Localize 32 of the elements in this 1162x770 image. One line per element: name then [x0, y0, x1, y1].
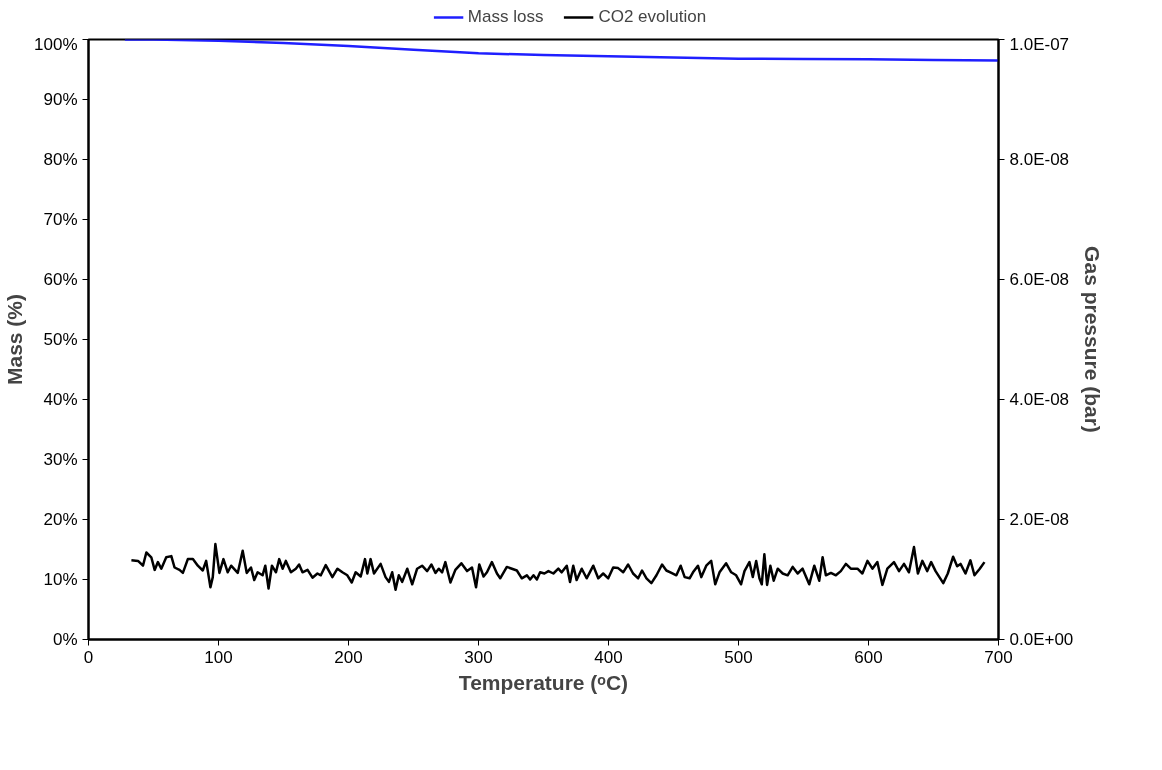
- line-series: [130, 542, 986, 591]
- y-tick-label: 60%: [43, 270, 78, 289]
- y2-tick-label: 0.0E+00: [1009, 630, 1074, 649]
- x-tick-label: 100: [204, 647, 233, 667]
- y2-tick-label: 6.0E-08: [1009, 270, 1070, 289]
- y-tick-label: 40%: [43, 390, 78, 409]
- line-series: [123, 39, 999, 62]
- legend-label: Mass loss: [467, 7, 544, 27]
- y-tick-label: 70%: [43, 210, 78, 229]
- x-tick-label: 300: [464, 647, 493, 667]
- y2-tick-label: 1.0E-07: [1009, 34, 1070, 54]
- y2-tick-label: 2.0E-08: [1009, 510, 1070, 529]
- y-tick-label: 20%: [43, 510, 78, 529]
- x-tick-label: 0: [83, 647, 94, 667]
- y-tick-label: 30%: [43, 450, 78, 469]
- y-tick-label: 100%: [34, 34, 78, 54]
- x-tick-label: 500: [724, 647, 753, 667]
- y2-axis-title: Gas pressure (bar): [1081, 246, 1105, 433]
- y-tick-label: 90%: [43, 90, 78, 109]
- x-tick-label: 400: [594, 647, 623, 667]
- y-axis-title: Mass (%): [3, 293, 27, 386]
- x-tick-label: 200: [334, 647, 363, 667]
- legend-label: CO2 evolution: [598, 7, 707, 27]
- y2-tick-label: 4.0E-08: [1009, 390, 1070, 409]
- y2-tick-label: 8.0E-08: [1009, 150, 1070, 169]
- x-axis-title: Temperature (ᵒC): [458, 670, 629, 694]
- y-tick-label: 80%: [43, 150, 78, 169]
- y-tick-label: 10%: [43, 570, 78, 589]
- y-tick-label: 0%: [52, 630, 78, 649]
- y-tick-label: 50%: [43, 330, 78, 349]
- x-tick-label: 700: [984, 647, 1013, 667]
- x-tick-label: 600: [854, 647, 883, 667]
